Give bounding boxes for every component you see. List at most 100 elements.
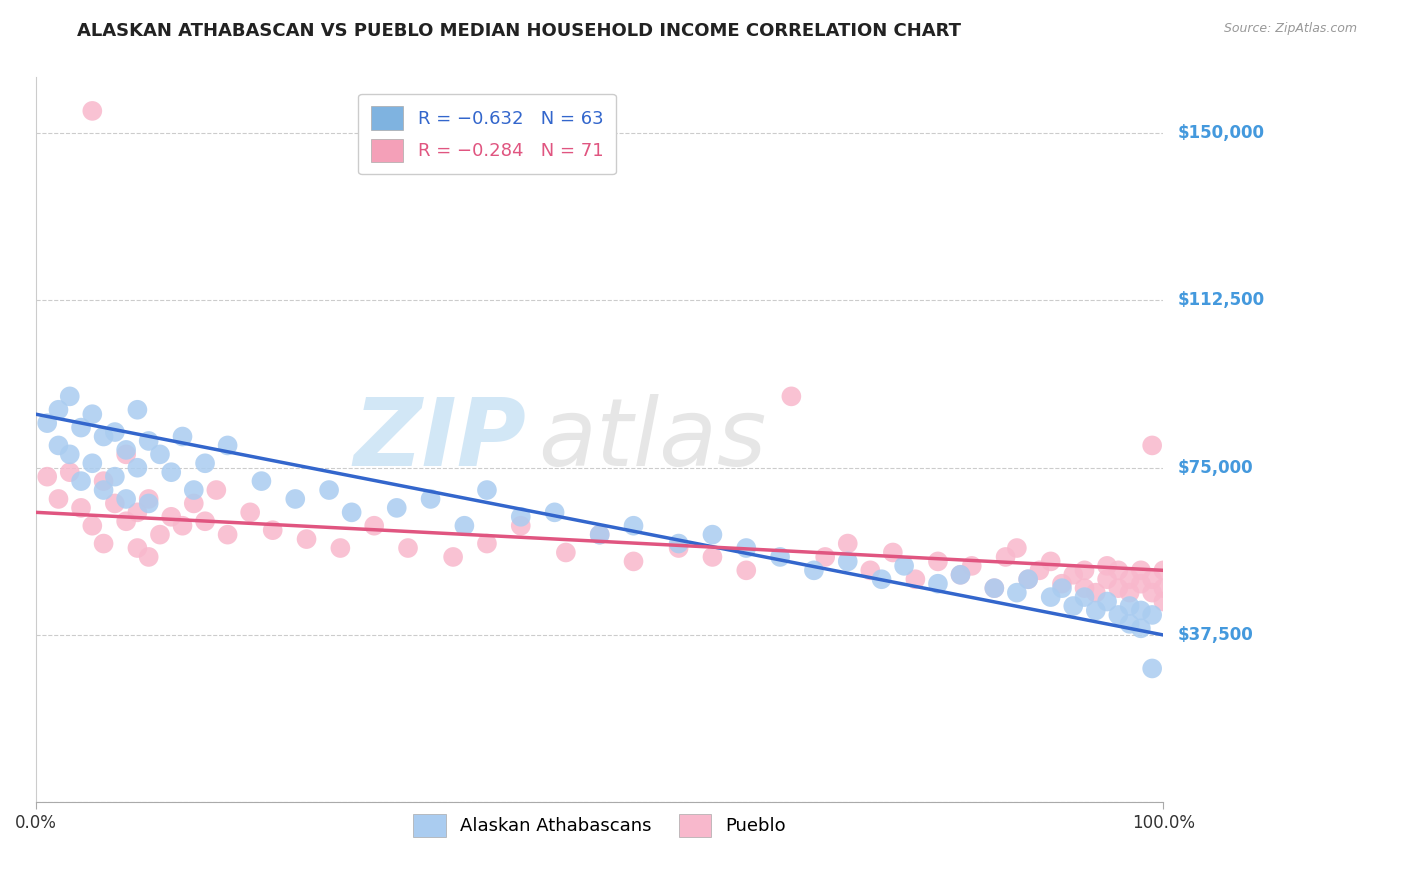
Point	[1107, 607, 1129, 622]
Point	[769, 549, 792, 564]
Point	[115, 514, 138, 528]
Point	[1062, 567, 1084, 582]
Point	[59, 447, 82, 461]
Point	[138, 496, 160, 510]
Point	[194, 456, 217, 470]
Point	[48, 402, 70, 417]
Point	[1073, 581, 1095, 595]
Point	[1084, 603, 1107, 617]
Point	[1129, 563, 1152, 577]
Point	[1118, 599, 1140, 613]
Point	[82, 407, 104, 421]
Point	[735, 541, 758, 555]
Text: $75,000: $75,000	[1177, 458, 1253, 476]
Point	[1140, 607, 1163, 622]
Point	[239, 505, 262, 519]
Text: $112,500: $112,500	[1177, 292, 1264, 310]
Point	[1140, 585, 1163, 599]
Text: $37,500: $37,500	[1177, 626, 1253, 644]
Point	[1073, 563, 1095, 577]
Point	[814, 549, 837, 564]
Point	[37, 416, 59, 430]
Point	[475, 483, 498, 497]
Text: $150,000: $150,000	[1177, 124, 1264, 142]
Point	[127, 541, 149, 555]
Point	[250, 474, 273, 488]
Point	[70, 474, 93, 488]
Point	[93, 429, 115, 443]
Point	[882, 545, 904, 559]
Point	[927, 576, 949, 591]
Point	[1017, 572, 1039, 586]
Point	[893, 558, 915, 573]
Point	[93, 536, 115, 550]
Text: ALASKAN ATHABASCAN VS PUEBLO MEDIAN HOUSEHOLD INCOME CORRELATION CHART: ALASKAN ATHABASCAN VS PUEBLO MEDIAN HOUS…	[77, 22, 962, 40]
Point	[543, 505, 565, 519]
Point	[1107, 563, 1129, 577]
Point	[160, 465, 183, 479]
Point	[623, 518, 645, 533]
Point	[1039, 554, 1062, 568]
Point	[340, 505, 363, 519]
Point	[1005, 541, 1028, 555]
Point	[475, 536, 498, 550]
Point	[1062, 599, 1084, 613]
Point	[104, 425, 127, 439]
Point	[104, 496, 127, 510]
Point	[1039, 590, 1062, 604]
Point	[983, 581, 1005, 595]
Point	[702, 549, 724, 564]
Point	[1095, 594, 1118, 608]
Point	[1118, 572, 1140, 586]
Point	[59, 389, 82, 403]
Point	[329, 541, 352, 555]
Point	[803, 563, 825, 577]
Point	[318, 483, 340, 497]
Point	[149, 527, 172, 541]
Point	[217, 438, 239, 452]
Point	[82, 103, 104, 118]
Point	[509, 518, 531, 533]
Point	[949, 567, 972, 582]
Point	[1140, 572, 1163, 586]
Point	[104, 469, 127, 483]
Point	[1152, 581, 1174, 595]
Point	[589, 527, 612, 541]
Point	[1140, 438, 1163, 452]
Point	[1050, 581, 1073, 595]
Point	[59, 465, 82, 479]
Point	[127, 505, 149, 519]
Point	[127, 460, 149, 475]
Point	[1140, 661, 1163, 675]
Point	[115, 447, 138, 461]
Point	[837, 536, 859, 550]
Point	[82, 518, 104, 533]
Point	[183, 496, 205, 510]
Point	[1152, 594, 1174, 608]
Point	[160, 509, 183, 524]
Point	[1084, 585, 1107, 599]
Point	[623, 554, 645, 568]
Point	[172, 518, 194, 533]
Point	[172, 429, 194, 443]
Point	[183, 483, 205, 497]
Point	[1005, 585, 1028, 599]
Point	[48, 491, 70, 506]
Point	[837, 554, 859, 568]
Point	[262, 523, 284, 537]
Point	[217, 527, 239, 541]
Point	[870, 572, 893, 586]
Point	[138, 434, 160, 448]
Point	[780, 389, 803, 403]
Point	[1107, 581, 1129, 595]
Point	[37, 469, 59, 483]
Point	[396, 541, 419, 555]
Point	[1129, 576, 1152, 591]
Point	[149, 447, 172, 461]
Point	[115, 491, 138, 506]
Point	[960, 558, 983, 573]
Point	[1017, 572, 1039, 586]
Point	[138, 549, 160, 564]
Point	[127, 402, 149, 417]
Point	[702, 527, 724, 541]
